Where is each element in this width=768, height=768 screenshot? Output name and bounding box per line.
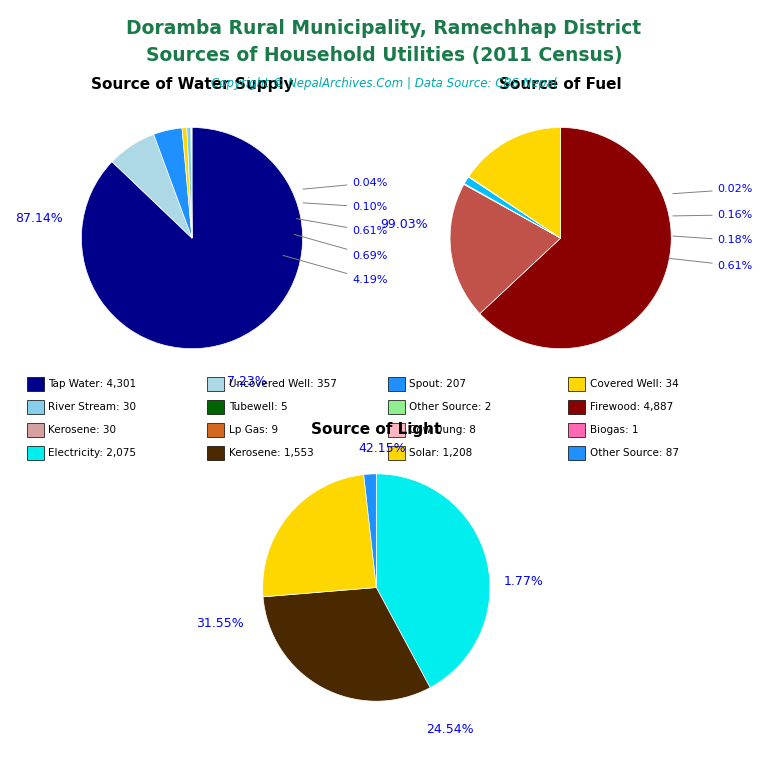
Text: 0.02%: 0.02% — [673, 184, 753, 194]
Text: Lp Gas: 9: Lp Gas: 9 — [229, 425, 278, 435]
Text: 99.03%: 99.03% — [380, 218, 428, 231]
Bar — [568, 400, 585, 414]
Text: Tubewell: 5: Tubewell: 5 — [229, 402, 287, 412]
Bar — [388, 400, 405, 414]
Text: Doramba Rural Municipality, Ramechhap District: Doramba Rural Municipality, Ramechhap Di… — [127, 19, 641, 38]
Wedge shape — [468, 127, 561, 238]
Bar — [207, 400, 224, 414]
Text: Kerosene: 1,553: Kerosene: 1,553 — [229, 448, 313, 458]
Text: 1.77%: 1.77% — [504, 575, 544, 588]
Bar — [568, 377, 585, 391]
Wedge shape — [376, 474, 490, 687]
Bar — [388, 423, 405, 437]
Wedge shape — [191, 127, 192, 238]
Text: 7.23%: 7.23% — [227, 376, 267, 389]
Bar — [27, 446, 44, 460]
Text: 0.04%: 0.04% — [303, 177, 388, 189]
Text: Cow Dung: 8: Cow Dung: 8 — [409, 425, 476, 435]
Bar — [207, 423, 224, 437]
Wedge shape — [465, 177, 561, 238]
Bar — [207, 377, 224, 391]
Text: River Stream: 30: River Stream: 30 — [48, 402, 137, 412]
Wedge shape — [464, 184, 561, 238]
Wedge shape — [468, 177, 561, 238]
Wedge shape — [480, 127, 671, 349]
Text: Electricity: 2,075: Electricity: 2,075 — [48, 448, 137, 458]
Text: 0.61%: 0.61% — [296, 219, 388, 237]
Wedge shape — [263, 588, 430, 701]
Text: Firewood: 4,887: Firewood: 4,887 — [590, 402, 673, 412]
Bar — [207, 446, 224, 460]
Wedge shape — [112, 134, 192, 238]
Text: 0.18%: 0.18% — [673, 235, 753, 245]
Text: 24.54%: 24.54% — [426, 723, 474, 736]
Text: 0.69%: 0.69% — [294, 234, 388, 261]
Bar — [388, 446, 405, 460]
Wedge shape — [364, 474, 376, 588]
Bar — [27, 400, 44, 414]
Text: Solar: 1,208: Solar: 1,208 — [409, 448, 472, 458]
Wedge shape — [81, 127, 303, 349]
Text: Covered Well: 34: Covered Well: 34 — [590, 379, 679, 389]
Wedge shape — [154, 128, 192, 238]
Text: Copyright © NepalArchives.Com | Data Source: CBS Nepal: Copyright © NepalArchives.Com | Data Sou… — [211, 77, 557, 90]
Text: 31.55%: 31.55% — [196, 617, 243, 631]
Title: Source of Light: Source of Light — [311, 422, 442, 437]
Wedge shape — [263, 475, 376, 597]
Text: 4.19%: 4.19% — [283, 256, 388, 285]
Text: 87.14%: 87.14% — [15, 212, 63, 225]
Bar — [388, 377, 405, 391]
Wedge shape — [187, 127, 192, 238]
Text: Kerosene: 30: Kerosene: 30 — [48, 425, 117, 435]
Title: Source of Water Supply: Source of Water Supply — [91, 77, 293, 91]
Text: Other Source: 87: Other Source: 87 — [590, 448, 679, 458]
Text: 0.61%: 0.61% — [668, 258, 753, 271]
Text: Spout: 207: Spout: 207 — [409, 379, 466, 389]
Text: Other Source: 2: Other Source: 2 — [409, 402, 492, 412]
Bar — [568, 446, 585, 460]
Text: Uncovered Well: 357: Uncovered Well: 357 — [229, 379, 336, 389]
Wedge shape — [465, 184, 561, 238]
Wedge shape — [450, 184, 561, 313]
Wedge shape — [182, 127, 192, 238]
Bar — [568, 423, 585, 437]
Text: 0.10%: 0.10% — [303, 202, 388, 212]
Text: Tap Water: 4,301: Tap Water: 4,301 — [48, 379, 137, 389]
Text: 0.16%: 0.16% — [673, 210, 753, 220]
Text: Sources of Household Utilities (2011 Census): Sources of Household Utilities (2011 Cen… — [146, 46, 622, 65]
Title: Source of Fuel: Source of Fuel — [499, 77, 622, 91]
Bar — [27, 377, 44, 391]
Text: 42.15%: 42.15% — [358, 442, 406, 455]
Text: Biogas: 1: Biogas: 1 — [590, 425, 638, 435]
Bar — [27, 423, 44, 437]
